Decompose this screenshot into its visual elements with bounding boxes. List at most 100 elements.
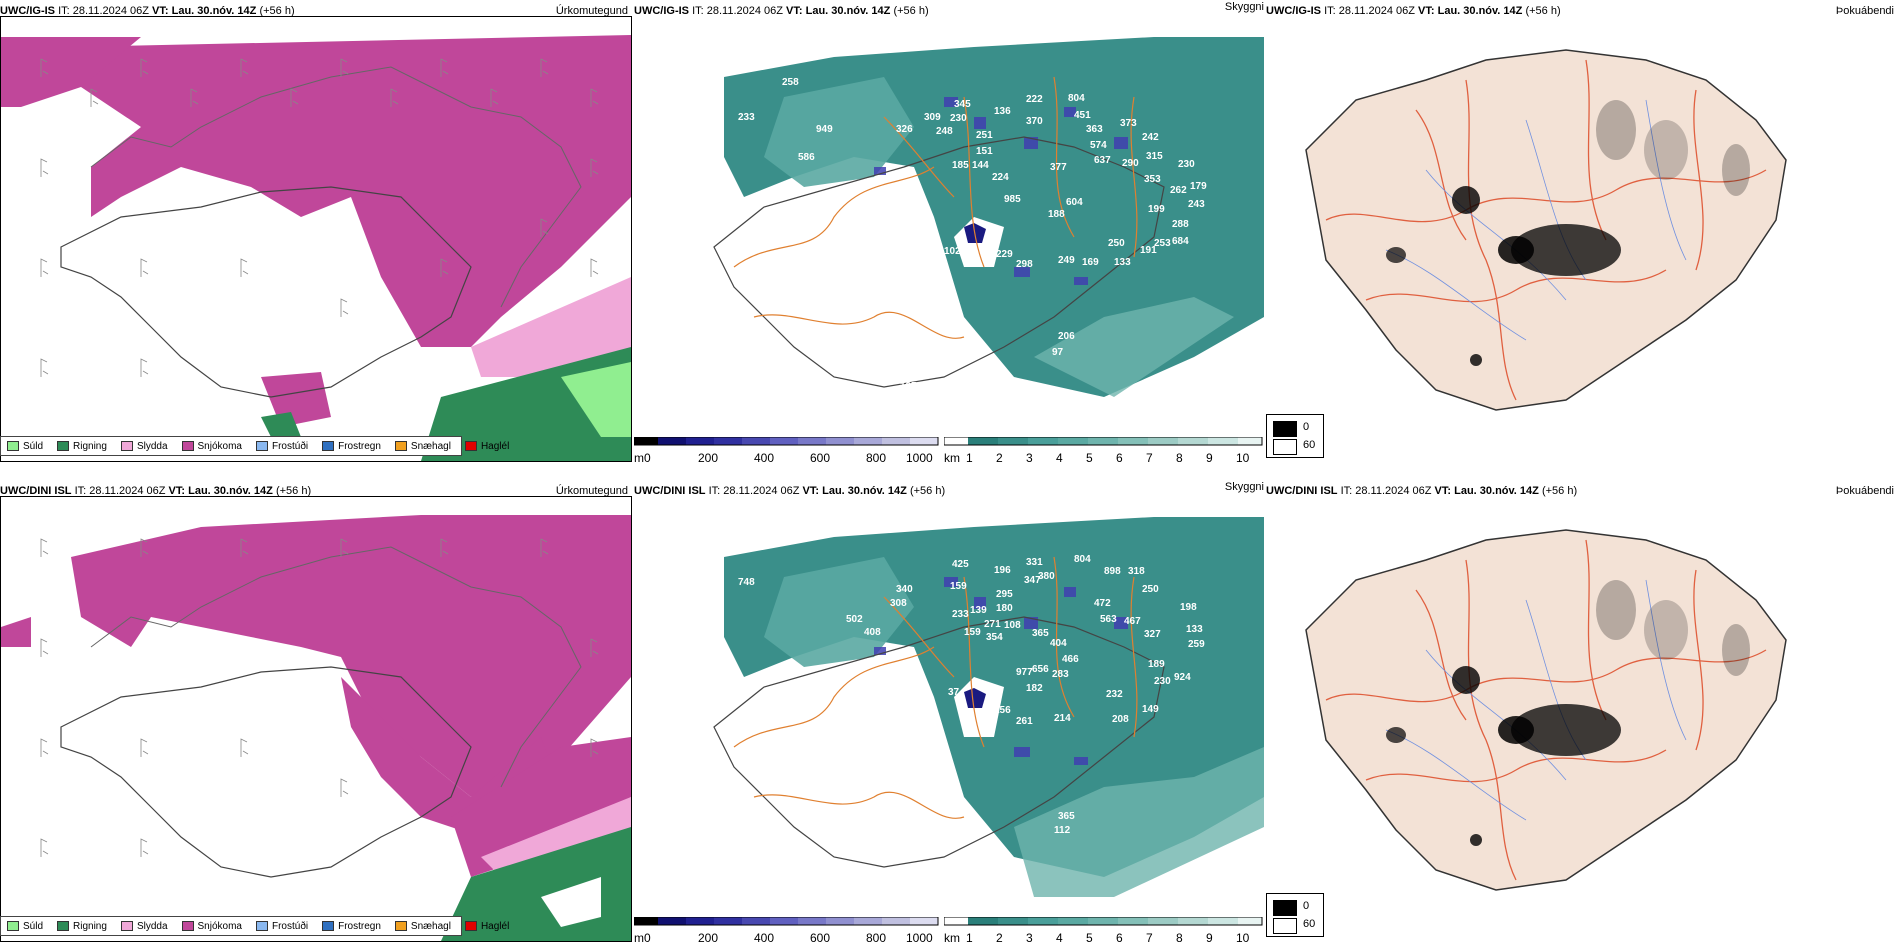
cloud-label: 308	[890, 598, 907, 609]
colorbar-tick: 5	[1086, 931, 1093, 945]
cloud-label: 151	[976, 146, 993, 157]
fog-legend-min: 0	[1303, 900, 1310, 912]
cloud-label: 466	[1062, 654, 1079, 665]
cloud-label: 230	[950, 113, 967, 124]
legend-label: Frostúði	[271, 920, 309, 932]
panel-type-title: Skyggni	[1224, 481, 1264, 493]
cloud-label: 232	[1106, 689, 1123, 700]
cloud-label: 179	[1190, 181, 1207, 192]
cloud-label: 156	[994, 705, 1011, 716]
cloud-label: 133	[1186, 624, 1203, 635]
cloud-label: 985	[1004, 194, 1021, 205]
cloud-map: 748 340 308 502 408 425 159 196 331 380 …	[634, 497, 1264, 917]
cloud-label: 340	[896, 584, 913, 595]
legend-swatch	[255, 441, 268, 451]
fog-panel-bottom: UWC/DINI ISL IT: 28.11.2024 06Z VT: Lau.…	[1266, 480, 1900, 950]
cloud-label: 283	[1052, 669, 1069, 680]
cloud-label: 365	[1032, 628, 1049, 639]
colorbar-tick: 4	[1056, 451, 1063, 465]
fog-legend-max: 60	[1303, 439, 1316, 451]
legend-swatch	[394, 921, 407, 931]
cloud-panel-bottom: UWC/DINI ISL IT: 28.11.2024 06Z VT: Lau.…	[634, 480, 1264, 950]
cloud-label: 271	[984, 619, 1001, 630]
cloud-label: 451	[1074, 110, 1091, 121]
colorbar-tick: 6	[1116, 451, 1123, 465]
visibility-colorbar: km 1 2 3 4 5 6 7 8 9 10	[944, 917, 1264, 947]
cloud-label: 404	[1050, 638, 1067, 649]
cloud-label: 377	[1050, 162, 1067, 173]
cloud-label: 295	[996, 589, 1013, 600]
visibility-colorbar: km 1 2 3 4 5 6 7 8 9 10	[944, 437, 1264, 467]
legend-label: Frostúði	[271, 440, 309, 452]
cloud-label: 206	[1058, 331, 1075, 342]
cloud-label: 898	[1104, 566, 1121, 577]
cloud-label: 180	[996, 603, 1013, 614]
legend-label: Frostregn	[338, 440, 381, 452]
colorbar-tick: 9	[1206, 451, 1213, 465]
colorbar-tick: 10	[1236, 931, 1250, 945]
cloud-label: 347	[1024, 575, 1041, 586]
colorbar-tick: 3	[1026, 931, 1033, 945]
cloud-label: 949	[816, 124, 833, 135]
cloud-label: 243	[1188, 199, 1205, 210]
cloud-label: 196	[994, 565, 1011, 576]
cloud-label: 309	[924, 112, 941, 123]
colorbar-tick: 1000	[906, 931, 933, 945]
cloud-label: 574	[1090, 140, 1107, 151]
cloud-label: 249	[1058, 255, 1075, 266]
panel-type-title: Skyggni	[1224, 1, 1264, 13]
legend-label: Súld	[23, 440, 44, 452]
legend-swatch	[255, 921, 268, 931]
legend-swatch	[57, 921, 70, 931]
legend-swatch	[57, 441, 70, 451]
legend-swatch	[7, 441, 19, 451]
cloud-label: 136	[994, 106, 1011, 117]
legend-label: Rigning	[73, 440, 107, 452]
legend-swatch	[464, 441, 477, 451]
legend-label: Frostregn	[338, 920, 381, 932]
cloud-label: 37	[948, 687, 960, 698]
cloud-label: 159	[950, 581, 967, 592]
panel-type-title: Úrkomutegund	[555, 5, 628, 17]
cloud-label: 224	[992, 172, 1009, 183]
panel-header: UWC/DINI ISL IT: 28.11.2024 06Z VT: Lau.…	[1266, 485, 1578, 497]
cloud-label: 586	[798, 152, 815, 163]
fog-panel-top: UWC/IG-IS IT: 28.11.2024 06Z VT: Lau. 30…	[1266, 0, 1900, 470]
colorbar-tick: 600	[810, 451, 831, 465]
panel-header: UWC/IG-IS IT: 28.11.2024 06Z VT: Lau. 30…	[0, 5, 295, 17]
colorbar-m-gradient	[634, 437, 939, 446]
cloud-label: 229	[996, 249, 1013, 260]
cloud-label: 656	[1032, 664, 1049, 675]
cloud-label: 250	[1142, 584, 1159, 595]
colorbar-tick: 800	[866, 931, 887, 945]
legend-swatch	[394, 441, 407, 451]
colorbar-tick: 1	[966, 931, 973, 945]
precip-type-map	[1, 17, 631, 461]
legend-swatch	[181, 921, 194, 931]
legend-label: Súld	[23, 920, 44, 932]
cloud-label: 149	[1142, 704, 1159, 715]
cloud-label: 354	[986, 632, 1003, 643]
cloud-height-labels: 748 340 308 502 408 425 159 196 331 380 …	[738, 554, 1205, 836]
legend-label: Snæhagl	[410, 440, 451, 452]
legend-swatch	[7, 921, 19, 931]
cloud-label: 315	[890, 242, 907, 253]
colorbar-tick: 8	[1176, 451, 1183, 465]
cloud-label: 425	[952, 559, 969, 570]
cloud-label: 248	[936, 126, 953, 137]
cloud-label: 331	[1026, 557, 1043, 568]
cloud-base-colorbar: m 0 200 400 600 800 1000	[634, 917, 940, 947]
colorbar-tick: 8	[1176, 931, 1183, 945]
cloud-label: 363	[1086, 124, 1103, 135]
cloud-label: 315	[1146, 151, 1163, 162]
legend-swatch	[464, 921, 477, 931]
cloud-label: 604	[1066, 197, 1083, 208]
cloud-label: 345	[954, 99, 971, 110]
cloud-label: 199	[1148, 204, 1165, 215]
cloud-label: 326	[896, 124, 913, 135]
colorbar-tick: 800	[866, 451, 887, 465]
fog-legend-bottom: 0 60	[1266, 893, 1324, 937]
fog-legend-black-swatch	[1273, 900, 1297, 916]
cloud-label: 318	[1128, 566, 1145, 577]
colorbar-tick: 7	[1146, 451, 1153, 465]
